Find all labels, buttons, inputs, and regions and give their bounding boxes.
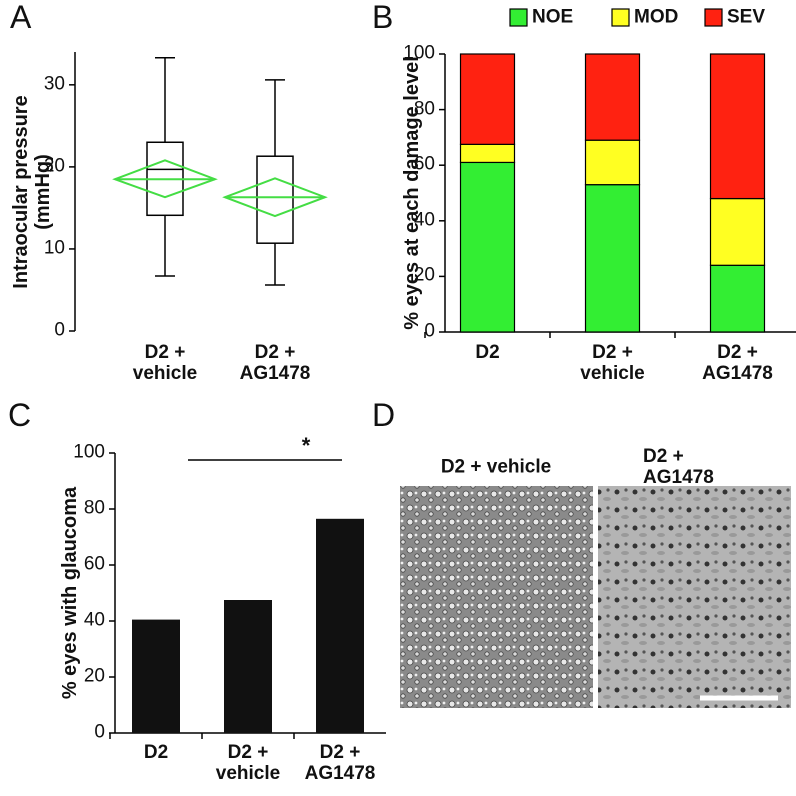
bar [316,518,364,733]
bar-segment [709,264,766,333]
y-tick-label: 30 [43,73,65,95]
x-tick-label: D2 + AG1478 [702,342,773,384]
legend-label: SEV [727,6,766,28]
bar [132,619,180,733]
legend-swatch [704,8,723,27]
bar-segment [709,53,766,200]
x-tick-label: D2 + vehicle [580,342,645,384]
y-tick-label: 80 [413,98,435,120]
y-tick-label: 0 [54,319,65,341]
box [256,155,294,244]
annotation: * [301,432,311,458]
micrograph [400,486,593,708]
y-tick-label: 20 [83,665,105,687]
y-tick-label: 80 [83,497,105,519]
bar-segment [459,143,516,164]
y-tick-label: 20 [413,264,435,286]
legend-label: NOE [532,6,574,28]
y-tick-label: 0 [424,320,435,342]
x-tick-label: D2 [475,342,500,363]
y-axis-label: % eyes with glaucoma [59,486,81,700]
y-tick-label: 0 [94,721,105,743]
micrograph [598,486,791,708]
y-tick-label: 100 [73,441,105,463]
x-tick-label: D2 + vehicle [132,342,198,384]
bar-segment [459,53,516,145]
bar-segment [584,53,641,141]
panel-label: C [8,397,32,433]
bar-segment [709,197,766,266]
y-tick-label: 100 [403,42,435,64]
legend-label: MOD [634,6,679,28]
panel-label: D [372,397,396,433]
legend-swatch [611,8,630,27]
x-tick-label: D2 [143,742,169,763]
x-tick-label: D2 + AG1478 [304,742,376,784]
y-tick-label: 20 [43,155,65,177]
y-axis-label: Intraocular pressure (mmHg) [10,94,54,289]
y-tick-label: 60 [413,153,435,175]
bar-segment [584,184,641,333]
y-axis-label: % eyes at each damage level [401,56,423,330]
panel-label: A [10,0,32,35]
image-title: D2 + AG1478 [643,446,714,488]
y-tick-label: 40 [413,209,435,231]
y-tick-label: 10 [43,237,65,259]
y-tick-label: 60 [83,553,105,575]
legend-swatch [509,8,528,27]
image-title: D2 + vehicle [440,456,552,478]
x-tick-label: D2 + vehicle [215,742,281,784]
x-tick-label: D2 + AG1478 [239,342,311,384]
bar [224,600,272,733]
y-tick-label: 40 [83,609,105,631]
panel-label: B [372,0,394,35]
bar-segment [584,139,641,186]
bar-segment [459,161,516,333]
